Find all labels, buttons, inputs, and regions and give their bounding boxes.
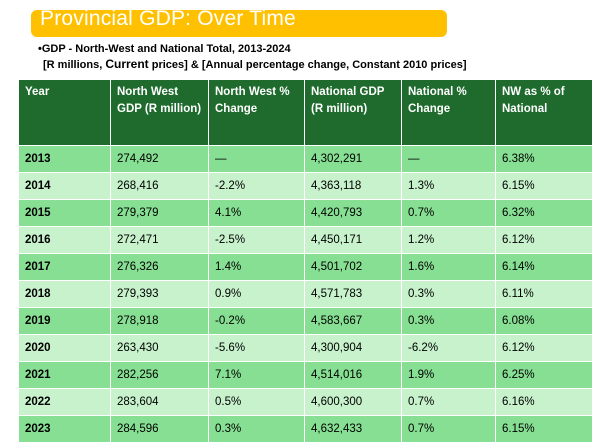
cell-year: 2021 [18,361,111,389]
cell-national-change: 0.7% [401,199,496,227]
cell-nw-share: 6.25% [495,361,593,389]
subtitle: •GDP - North-West and National Total, 20… [38,42,467,73]
cell-national-change: 1.9% [401,361,496,389]
cell-national-gdp: 4,300,904 [304,334,402,362]
subtitle-current: Current [105,57,149,71]
cell-nw-change: 0.3% [208,415,305,443]
table-row: 2016 272,471 -2.5% 4,450,171 1.2% 6.12% [18,226,593,254]
cell-national-gdp: 4,501,702 [304,253,402,281]
cell-nw-change: -2.2% [208,172,305,200]
cell-national-gdp: 4,514,016 [304,361,402,389]
cell-year: 2015 [18,199,111,227]
cell-national-gdp: 4,632,433 [304,415,402,443]
cell-nw-share: 6.15% [495,172,593,200]
header-nw-change: North West % Change [208,79,305,146]
subtitle-line-2-post: prices] & [Annual percentage change, Con… [148,59,467,71]
table-row: 2021 282,256 7.1% 4,514,016 1.9% 6.25% [18,361,593,389]
cell-nw-gdp: 279,379 [110,199,209,227]
table-row: 2023 284,596 0.3% 4,632,433 0.7% 6.15% [18,415,593,443]
header-nw-gdp: North West GDP (R million) [110,79,209,146]
cell-nw-gdp: 282,256 [110,361,209,389]
cell-national-gdp: 4,450,171 [304,226,402,254]
table-row: 2014 268,416 -2.2% 4,363,118 1.3% 6.15% [18,172,593,200]
cell-year: 2014 [18,172,111,200]
cell-nw-gdp: 276,326 [110,253,209,281]
subtitle-line-2: [R millions, Current prices] & [Annual p… [38,57,467,73]
table-row: 2020 263,430 -5.6% 4,300,904 -6.2% 6.12% [18,334,593,362]
cell-nw-change: -5.6% [208,334,305,362]
cell-nw-share: 6.15% [495,415,593,443]
table-header-row: Year North West GDP (R million) North We… [18,79,593,146]
subtitle-line-2-pre: [R millions, [43,59,106,71]
cell-national-change: 1.6% [401,253,496,281]
header-national-gdp: National GDP (R million) [304,79,402,146]
cell-national-change: 0.7% [401,415,496,443]
cell-nw-share: 6.14% [495,253,593,281]
cell-nw-change: 4.1% [208,199,305,227]
cell-national-change: 0.3% [401,307,496,335]
cell-year: 2022 [18,388,111,416]
cell-national-gdp: 4,583,667 [304,307,402,335]
header-nw-share: NW as % of National [495,79,593,146]
cell-national-change: -6.2% [401,334,496,362]
table-row: 2018 279,393 0.9% 4,571,783 0.3% 6.11% [18,280,593,308]
cell-national-gdp: 4,600,300 [304,388,402,416]
cell-national-gdp: 4,571,783 [304,280,402,308]
table-row: 2015 279,379 4.1% 4,420,793 0.7% 6.32% [18,199,593,227]
cell-year: 2016 [18,226,111,254]
cell-national-change: 0.7% [401,388,496,416]
cell-nw-gdp: 278,918 [110,307,209,335]
subtitle-line-1: GDP - North-West and National Total, 201… [41,43,291,55]
cell-year: 2018 [18,280,111,308]
cell-nw-gdp: 284,596 [110,415,209,443]
cell-national-gdp: 4,302,291 [304,145,402,173]
cell-national-change: 0.3% [401,280,496,308]
cell-nw-gdp: 274,492 [110,145,209,173]
table-row: 2019 278,918 -0.2% 4,583,667 0.3% 6.08% [18,307,593,335]
header-year: Year [18,79,111,146]
cell-nw-share: 6.16% [495,388,593,416]
cell-nw-share: 6.08% [495,307,593,335]
page-title: Provincial GDP: Over Time [40,7,296,30]
cell-nw-change: -0.2% [208,307,305,335]
cell-nw-gdp: 279,393 [110,280,209,308]
header-national-change: National % Change [401,79,496,146]
cell-nw-gdp: 263,430 [110,334,209,362]
cell-nw-change: — [208,145,305,173]
cell-nw-change: 7.1% [208,361,305,389]
cell-nw-gdp: 268,416 [110,172,209,200]
cell-nw-change: 0.9% [208,280,305,308]
cell-nw-change: 0.5% [208,388,305,416]
bullet: • [38,43,42,55]
cell-nw-change: 1.4% [208,253,305,281]
cell-nw-share: 6.12% [495,334,593,362]
cell-year: 2017 [18,253,111,281]
cell-national-change: 1.2% [401,226,496,254]
cell-year: 2023 [18,415,111,443]
cell-year: 2019 [18,307,111,335]
cell-year: 2013 [18,145,111,173]
cell-national-change: — [401,145,496,173]
cell-nw-share: 6.32% [495,199,593,227]
gdp-table: Year North West GDP (R million) North We… [18,79,593,443]
table-row: 2013 274,492—4,302,291—6.38% [18,145,593,173]
cell-nw-share: 6.12% [495,226,593,254]
title-banner [31,10,447,37]
cell-year: 2020 [18,334,111,362]
table-row: 2022 283,604 0.5% 4,600,300 0.7% 6.16% [18,388,593,416]
cell-nw-share: 6.11% [495,280,593,308]
cell-nw-change: -2.5% [208,226,305,254]
table-row: 2017 276,326 1.4% 4,501,702 1.6% 6.14% [18,253,593,281]
cell-national-gdp: 4,363,118 [304,172,402,200]
cell-nw-share: 6.38% [495,145,593,173]
cell-national-change: 1.3% [401,172,496,200]
cell-nw-gdp: 283,604 [110,388,209,416]
cell-nw-gdp: 272,471 [110,226,209,254]
cell-national-gdp: 4,420,793 [304,199,402,227]
